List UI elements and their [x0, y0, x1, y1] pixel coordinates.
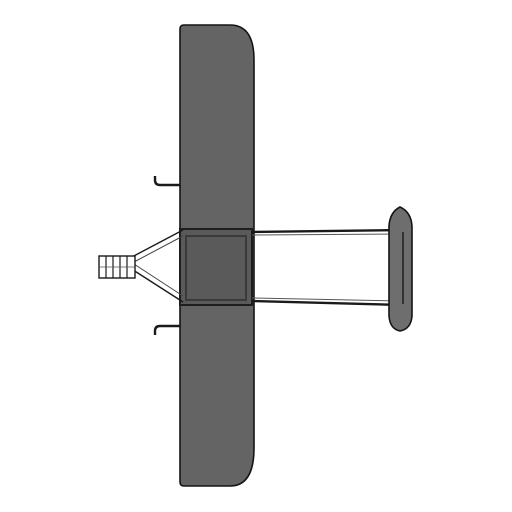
front-elevator	[98, 255, 136, 279]
wing-hook-upper	[153, 176, 180, 187]
wing-hook-lower	[153, 324, 180, 335]
strut-upper-a	[129, 229, 184, 259]
fuselage-center	[179, 228, 253, 306]
strut-lower-b	[133, 263, 184, 297]
strut-lower-a	[129, 267, 184, 303]
strut-upper-b	[133, 235, 184, 263]
tail-stabilizer	[388, 206, 413, 332]
fuselage-center-inner	[185, 235, 247, 301]
tail-boom-top-inner	[251, 233, 401, 236]
tail-boom-bottom	[251, 299, 403, 307]
tail-boom-top	[251, 228, 403, 234]
tail-boom-bottom-inner	[251, 297, 401, 302]
